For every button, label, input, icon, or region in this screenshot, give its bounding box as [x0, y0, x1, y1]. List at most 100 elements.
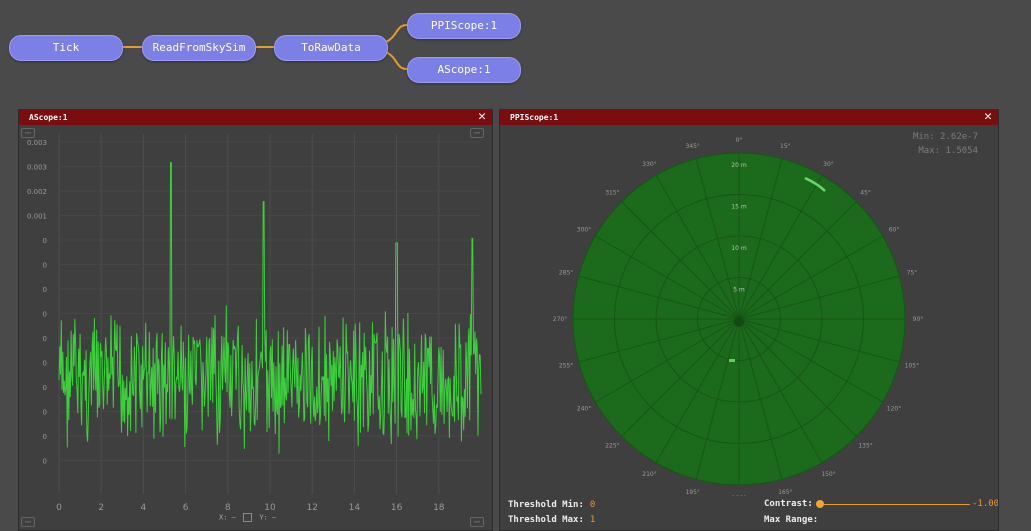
ppi-angle-label: 195°: [685, 489, 699, 496]
ppi-spoke: [594, 318, 740, 403]
threshold-max-value[interactable]: 1: [589, 515, 596, 525]
ppi-spoke: [655, 174, 740, 320]
ascope-title: AScope:1: [29, 113, 68, 122]
graph-edges: [121, 24, 408, 70]
ppi-spoke: [738, 318, 783, 480]
ppi-titlebar[interactable]: PPIScope:1 ✕: [500, 110, 998, 125]
threshold-max-control[interactable]: Threshold Max: 1: [508, 515, 595, 525]
node-tick[interactable]: Tick: [9, 35, 123, 61]
ascope-ymax-box[interactable]: ▭▭: [21, 128, 36, 138]
ppi-angle-label: 135°: [858, 443, 872, 450]
ascope-x-tick-label: 10: [264, 503, 276, 513]
ppi-angle-label: 90°: [913, 316, 924, 323]
ascope-y-tick-label: 0: [43, 262, 47, 270]
ppi-range-label: 10 m: [731, 245, 747, 252]
ascope-y-tick-label: 0.003: [27, 139, 47, 147]
ppi-spoke: [738, 318, 857, 437]
ppi-angle-label: 45°: [860, 189, 871, 196]
ppi-angle-label: 0°: [736, 137, 743, 144]
ppi-angle-label: 225°: [605, 443, 619, 450]
ascope-x-tick-label: 2: [98, 503, 104, 513]
ascope-y-tick-label: 0: [43, 237, 47, 245]
ppi-spoke: [621, 318, 740, 437]
ppi-angle-label: 330°: [642, 161, 656, 168]
ppi-angle-label: 240°: [577, 406, 591, 413]
ppi-target-blip: [804, 176, 826, 192]
ppi-angle-label: 165°: [778, 489, 792, 496]
contrast-slider-handle[interactable]: [816, 500, 824, 508]
ppi-angle-label: 300°: [577, 227, 591, 234]
ascope-x-tick-label: 18: [433, 503, 445, 513]
ppi-spoke: [621, 201, 740, 320]
ppi-close-icon[interactable]: ✕: [984, 109, 992, 124]
ppi-spoke: [738, 235, 884, 320]
ppi-angle-label: 285°: [559, 270, 573, 277]
ascope-y-tick-label: 0.001: [27, 213, 47, 221]
ppi-spoke: [738, 174, 823, 320]
node-ppi-scope[interactable]: PPIScope:1: [407, 13, 521, 39]
legend-series-swatch[interactable]: [243, 513, 253, 522]
ascope-x-tick-label: 0: [56, 503, 62, 513]
ppi-angle-label: 30°: [823, 161, 834, 168]
ascope-y-tick-label: 0: [43, 360, 47, 368]
ascope-y-tick-label: 0: [43, 433, 47, 441]
ppi-angle-label: 150°: [821, 471, 835, 478]
ppi-spoke: [738, 318, 900, 363]
ppi-angle-label: 255°: [559, 362, 573, 369]
ppi-angle-label: 315°: [605, 189, 619, 196]
ppi-spoke: [738, 275, 900, 320]
ppi-spoke: [655, 318, 740, 464]
contrast-label: Contrast:: [764, 499, 813, 509]
ascope-y-tick-label: 0: [43, 286, 47, 294]
ascope-y-tick-label: 0: [43, 458, 47, 466]
node-ascope[interactable]: AScope:1: [407, 57, 521, 83]
ascope-x-tick-label: 4: [141, 503, 147, 513]
ppi-spoke: [738, 201, 857, 320]
ppi-angle-label: 15°: [780, 143, 791, 150]
ppi-angle-label: 75°: [907, 270, 918, 277]
ppi-range-label: 20 m: [731, 162, 747, 169]
node-to-raw-data[interactable]: ToRawData: [274, 35, 388, 61]
ascope-panel: AScope:1 ✕ ▭▭ ▭▭ ▭▭ ▭▭ 0 2 4 6 8 10 12 14 16 18 0.…: [18, 109, 493, 531]
ppi-spoke: [738, 318, 823, 464]
ppi-angle-label: 345°: [685, 143, 699, 150]
contrast-slider-track[interactable]: [820, 504, 970, 505]
ppi-angle-label: 120°: [887, 406, 901, 413]
ascope-close-icon[interactable]: ✕: [478, 109, 486, 124]
ascope-signal-line: [58, 162, 482, 454]
ascope-y-tick-label: 0.002: [27, 188, 47, 196]
ascope-chart[interactable]: 0 2 4 6 8 10 12 14 16 18 0.003 0.003 0.002 0.001 0 0 0 0 0…: [19, 126, 492, 528]
node-graph: Tick ReadFromSkySim ToRawData PPIScope:1…: [0, 0, 1031, 95]
legend-y-label: Y:: [259, 513, 268, 522]
ascope-x-tick-label: 12: [306, 503, 317, 513]
ppi-scope-display[interactable]: 0° 15° 30° 45° 60° 75° 90° 105° 120° 135° 150° 165°…: [500, 126, 998, 496]
ascope-y-tick-label: 0.003: [27, 164, 47, 172]
threshold-max-label: Threshold Max:: [508, 515, 584, 525]
ppi-center-marker: [734, 317, 744, 327]
ascope-y-tick-label: 0: [43, 335, 47, 343]
ascope-y-tick-label: 0: [43, 409, 47, 417]
ppi-max-readout: Max: 1.5054: [918, 146, 978, 156]
ascope-y-tick-label: 0: [43, 384, 47, 392]
ppi-spoke: [738, 158, 783, 320]
edge-raw-ppi: [385, 24, 408, 43]
threshold-min-control[interactable]: Threshold Min: 0: [508, 500, 595, 510]
ppi-spoke: [578, 318, 740, 363]
ppi-angle-label: 105°: [905, 362, 919, 369]
ppi-range-label: 5 m: [733, 287, 745, 294]
ppi-spoke: [738, 318, 884, 403]
ascope-legend: X: — Y: —: [219, 513, 277, 522]
ascope-zoom-box[interactable]: ▭▭: [469, 128, 484, 138]
ascope-x-tick-label: 16: [391, 503, 403, 513]
ppi-range-label: 15 m: [731, 204, 747, 211]
ppi-target-blip-small: [729, 359, 735, 362]
threshold-min-value[interactable]: 0: [589, 500, 596, 510]
ppi-title: PPIScope:1: [510, 113, 559, 122]
edge-raw-ascope: [385, 51, 408, 70]
ascope-x-tick-label: 14: [349, 503, 361, 513]
legend-x-label: X:: [219, 513, 228, 522]
node-read-from-sky-sim[interactable]: ReadFromSkySim: [142, 35, 256, 61]
ascope-titlebar[interactable]: AScope:1 ✕: [19, 110, 492, 125]
ppi-spoke: [578, 275, 740, 320]
ppi-min-readout: Min: 2.62e-7: [912, 132, 978, 142]
